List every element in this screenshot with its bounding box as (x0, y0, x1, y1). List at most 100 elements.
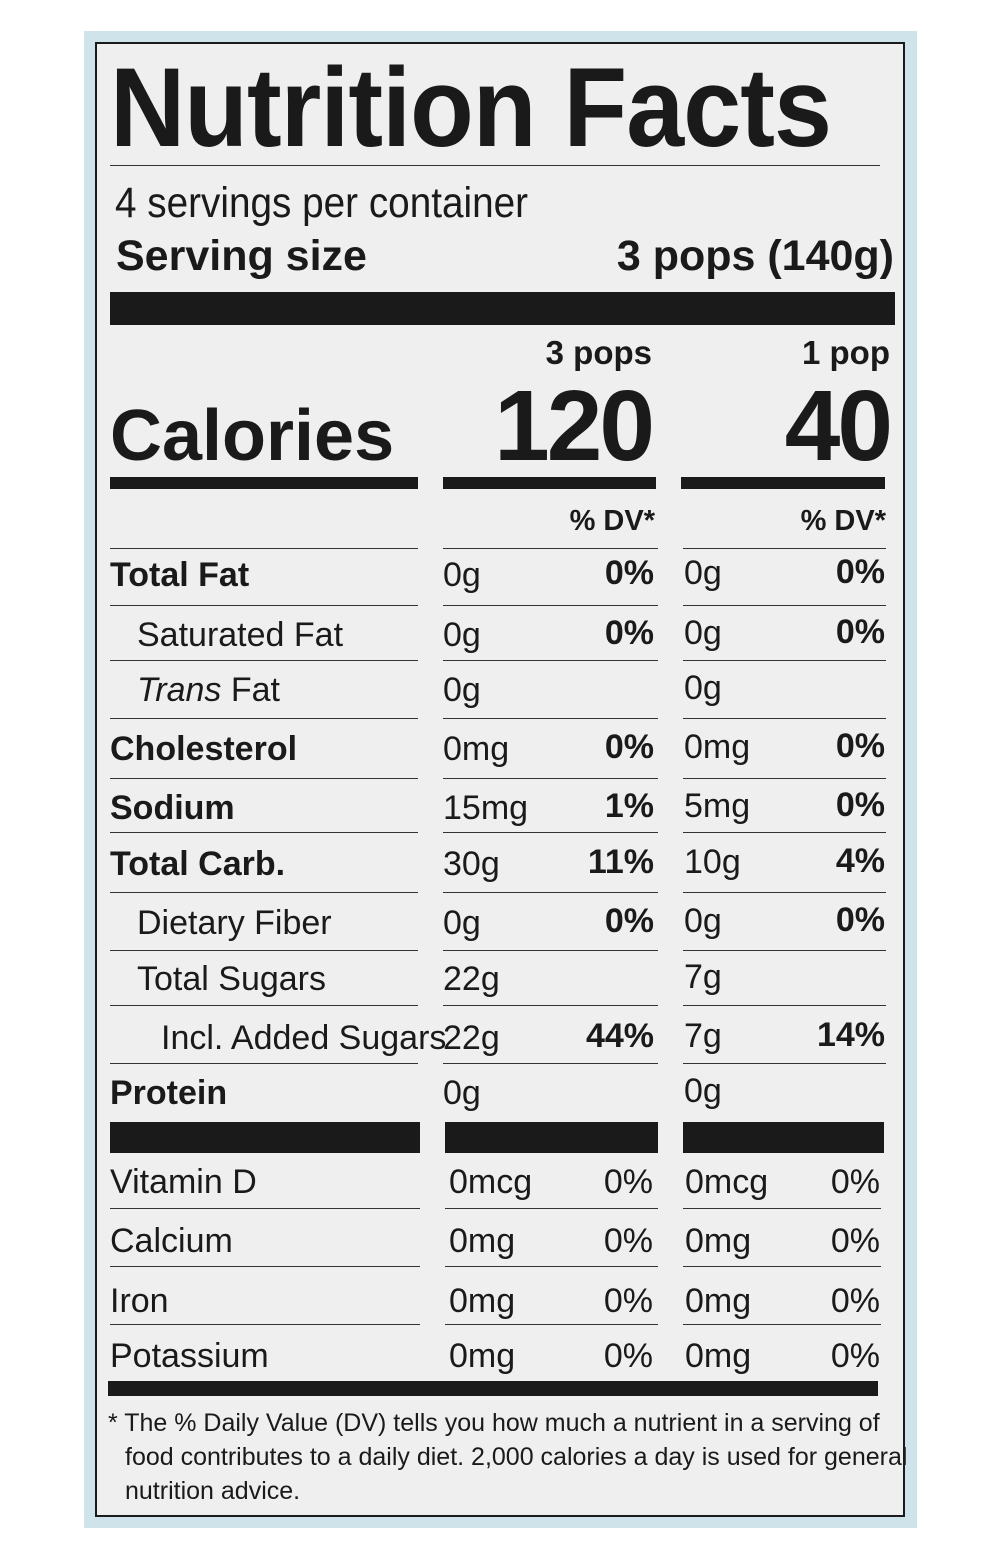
nutrient-name: Sodium (110, 789, 235, 827)
vitamin-name: Iron (110, 1282, 169, 1320)
dv-3-pops: 0% (604, 728, 654, 766)
nutrient-name-italic: Trans (137, 671, 222, 709)
footnote-line: nutrition advice. (125, 1477, 301, 1505)
thick-divider (110, 292, 895, 325)
row-divider (683, 778, 886, 779)
dv-1-pop: 0% (835, 727, 885, 765)
row-divider (683, 1005, 886, 1006)
row-divider (683, 1266, 881, 1267)
row-divider (110, 548, 418, 549)
row-divider (110, 892, 418, 893)
vitamin-amount-3-pops: 0mcg (449, 1163, 533, 1201)
dv-1-pop: 0% (835, 613, 885, 651)
footnote-line: * The % Daily Value (DV) tells you how m… (108, 1409, 880, 1437)
vitamin-dv-3-pops: 0% (603, 1282, 653, 1320)
nutrient-name: Incl. Added Sugars (161, 1019, 447, 1057)
row-divider (110, 1063, 418, 1064)
amount-3-pops: 0g (443, 556, 481, 594)
dv-1-pop: 0% (835, 901, 885, 939)
dv-header-3-pops: % DV* (569, 505, 655, 537)
nutrient-name: Cholesterol (110, 730, 298, 768)
row-divider (443, 950, 658, 951)
serving-size-value: 3 pops (140g) (616, 232, 894, 280)
vitamin-dv-3-pops: 0% (603, 1222, 653, 1260)
column-header-1-pop: 1 pop (802, 334, 890, 371)
nutrient-name: Saturated Fat (137, 616, 344, 654)
row-divider (443, 660, 658, 661)
column-header-3-pops: 3 pops (545, 334, 652, 371)
calories-3-pops: 120 (494, 370, 655, 482)
vitamin-dv-1-pop: 0% (830, 1337, 880, 1375)
row-divider (445, 1208, 658, 1209)
amount-3-pops: 15mg (443, 789, 529, 827)
row-divider (683, 605, 886, 606)
label-title: Nutrition Facts (110, 45, 832, 170)
amount-3-pops: 0g (443, 671, 481, 709)
row-divider (683, 718, 886, 719)
servings-per-container: 4 servings per container (115, 179, 529, 227)
row-divider (445, 1324, 658, 1325)
vitamin-amount-3-pops: 0mg (449, 1282, 516, 1320)
amount-1-pop: 7g (684, 958, 722, 996)
nutrient-name: Protein (110, 1074, 228, 1112)
row-divider (443, 548, 658, 549)
vitamin-dv-3-pops: 0% (603, 1337, 653, 1375)
amount-1-pop: 0g (684, 554, 722, 592)
amount-3-pops: 30g (443, 845, 500, 883)
nutrient-name-rest: Fat (221, 671, 280, 709)
row-divider (683, 892, 886, 893)
row-divider (443, 832, 658, 833)
vitamin-amount-1-pop: 0mg (685, 1222, 752, 1260)
footnote: * The % Daily Value (DV) tells you how m… (108, 1406, 908, 1508)
dv-1-pop: 4% (835, 842, 885, 880)
row-divider (110, 950, 418, 951)
row-divider (443, 605, 658, 606)
nutrient-name: Dietary Fiber (137, 904, 332, 942)
row-divider (110, 605, 418, 606)
vitamin-amount-3-pops: 0mg (449, 1337, 516, 1375)
footnote-line: food contributes to a daily diet. 2,000 … (125, 1443, 908, 1471)
dv-3-pops: 11% (587, 843, 654, 881)
thick-divider (683, 1122, 884, 1153)
vitamin-dv-3-pops: 0% (603, 1163, 653, 1201)
row-divider (110, 1005, 418, 1006)
calories-divider (681, 477, 885, 489)
thick-divider (110, 1122, 420, 1153)
amount-1-pop: 0g (684, 669, 722, 707)
vitamin-name: Vitamin D (110, 1163, 257, 1201)
amount-3-pops: 0g (443, 616, 481, 654)
nutrient-name: Total Carb. (110, 845, 286, 883)
nutrient-name: Total Fat (110, 556, 250, 594)
dv-3-pops: 1% (604, 787, 654, 825)
vitamin-name: Calcium (110, 1222, 233, 1260)
row-divider (445, 1266, 658, 1267)
amount-1-pop: 0g (684, 1072, 722, 1110)
thick-divider (108, 1381, 878, 1396)
row-divider (683, 548, 886, 549)
row-divider (683, 1324, 881, 1325)
dv-3-pops: 0% (604, 554, 654, 592)
row-divider (110, 778, 418, 779)
row-divider (683, 1208, 881, 1209)
amount-3-pops: 22g (443, 960, 500, 998)
vitamin-dv-1-pop: 0% (830, 1163, 880, 1201)
row-divider (683, 1063, 886, 1064)
vitamin-dv-1-pop: 0% (830, 1282, 880, 1320)
divider (110, 165, 880, 166)
nutrient-name: Total Sugars (137, 960, 326, 998)
vitamin-amount-1-pop: 0mcg (685, 1163, 769, 1201)
serving-size-label: Serving size (116, 232, 367, 280)
nutrition-facts-panel (95, 42, 905, 1517)
amount-3-pops: 0g (443, 1074, 481, 1112)
row-divider (443, 1005, 658, 1006)
dv-1-pop: 14% (816, 1016, 885, 1054)
row-divider (683, 660, 886, 661)
vitamin-amount-1-pop: 0mg (685, 1282, 752, 1320)
row-divider (110, 1266, 420, 1267)
vitamin-name: Potassium (110, 1337, 269, 1375)
row-divider (443, 1063, 658, 1064)
calories-divider (110, 477, 418, 489)
calories-label: Calories (110, 396, 395, 476)
amount-1-pop: 10g (684, 843, 741, 881)
vitamin-dv-1-pop: 0% (830, 1222, 880, 1260)
